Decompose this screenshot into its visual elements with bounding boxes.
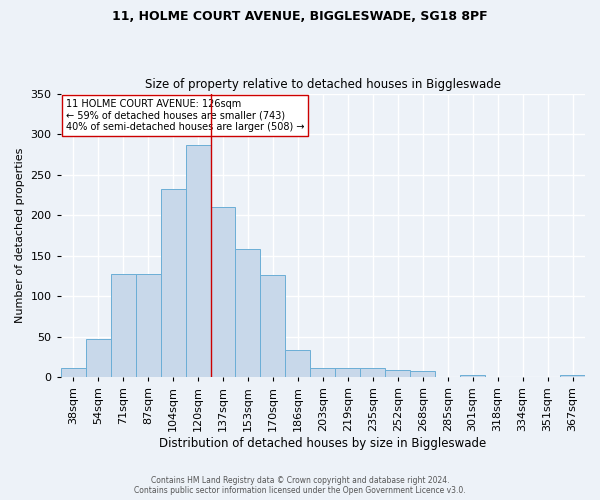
Bar xyxy=(136,274,161,378)
Bar xyxy=(61,368,86,378)
Bar xyxy=(310,368,335,378)
Bar xyxy=(361,368,385,378)
Bar xyxy=(410,371,435,378)
Bar xyxy=(211,207,235,378)
Text: Contains HM Land Registry data © Crown copyright and database right 2024.
Contai: Contains HM Land Registry data © Crown c… xyxy=(134,476,466,495)
Bar xyxy=(460,375,485,378)
Title: Size of property relative to detached houses in Biggleswade: Size of property relative to detached ho… xyxy=(145,78,501,91)
Y-axis label: Number of detached properties: Number of detached properties xyxy=(15,148,25,323)
Text: 11, HOLME COURT AVENUE, BIGGLESWADE, SG18 8PF: 11, HOLME COURT AVENUE, BIGGLESWADE, SG1… xyxy=(112,10,488,23)
Bar xyxy=(286,350,310,378)
Bar xyxy=(86,340,110,378)
Bar xyxy=(260,275,286,378)
Bar xyxy=(560,375,585,378)
Bar xyxy=(185,144,211,378)
Bar xyxy=(385,370,410,378)
X-axis label: Distribution of detached houses by size in Biggleswade: Distribution of detached houses by size … xyxy=(159,437,487,450)
Bar xyxy=(335,368,361,378)
Text: 11 HOLME COURT AVENUE: 126sqm
← 59% of detached houses are smaller (743)
40% of : 11 HOLME COURT AVENUE: 126sqm ← 59% of d… xyxy=(66,99,304,132)
Bar xyxy=(235,250,260,378)
Bar xyxy=(110,274,136,378)
Bar xyxy=(161,190,185,378)
